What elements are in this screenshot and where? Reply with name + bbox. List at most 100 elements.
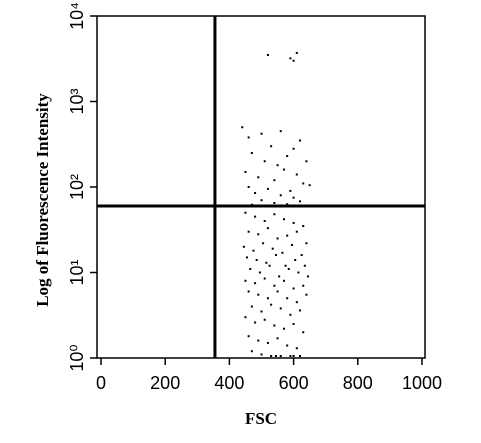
data-point [282,218,285,221]
x-tick-label: 200 [150,373,180,393]
data-point [266,341,269,344]
data-point [292,355,295,357]
data-point [247,186,250,188]
x-tick-label: 800 [343,373,373,393]
data-point [260,353,263,356]
x-tick-label: 1000 [402,373,442,393]
data-point [282,327,285,330]
data-point [292,196,295,199]
x-axis-label: FSC [245,409,277,428]
y-tick-label: 10⁴ [67,2,87,30]
data-point [241,126,244,129]
data-point [300,254,303,257]
x-tick-label: 0 [96,373,106,393]
data-point [305,242,308,245]
data-point [273,179,276,182]
data-point [299,139,302,142]
data-point [260,310,263,313]
y-axis-label: Log of Fluorescence Intensity [33,93,52,307]
data-point [270,145,273,148]
data-point [299,355,302,357]
plot-frame [96,15,426,359]
data-point [247,335,250,338]
data-point [257,293,260,296]
data-point [289,313,292,316]
data-point [244,279,247,282]
data-point [305,160,308,163]
data-point [260,199,263,202]
data-point [255,259,258,262]
data-point [294,259,297,262]
data-point [258,271,261,274]
data-point [271,247,274,250]
data-point [244,211,247,214]
data-point [263,318,266,321]
data-point [266,187,269,190]
data-point [286,234,289,237]
data-point [273,201,276,204]
data-point [260,132,263,135]
data-point [286,297,289,300]
data-point [284,264,287,267]
data-point [281,251,284,254]
data-point [278,275,281,278]
data-point [303,264,306,267]
data-point [292,221,295,224]
data-point [247,136,250,139]
data-point [302,331,305,334]
data-point [246,256,249,259]
data-point [257,233,260,236]
data-point [289,57,292,60]
data-point [270,355,273,357]
data-point [295,51,298,54]
data-point [257,339,260,342]
data-point [287,267,290,270]
x-tick-label: 400 [214,373,244,393]
data-point [292,59,295,62]
data-point [249,267,252,270]
data-point [263,277,266,280]
data-point [302,284,305,287]
data-point [254,215,257,218]
data-point [295,347,298,350]
data-point [254,192,257,195]
data-point [270,303,273,306]
data-point [250,203,253,206]
data-point [244,316,247,319]
data-point [279,130,282,133]
data-point [279,194,282,197]
data-point [274,355,277,357]
data-point [295,230,298,233]
data-point [265,261,268,264]
data-point [250,151,253,154]
data-point [274,254,277,257]
data-point [263,160,266,163]
data-point [282,279,285,282]
data-point [286,155,289,158]
data-point [252,249,255,252]
x-tick-label: 600 [279,373,309,393]
data-point [292,322,295,325]
data-point [286,203,289,206]
data-point [250,305,253,308]
data-point [263,220,266,223]
data-point [247,290,250,293]
data-point [289,355,292,357]
data-point [244,170,247,173]
data-point [276,337,279,340]
data-point [305,293,308,296]
data-point [266,53,269,56]
data-point [268,264,271,267]
y-tick-label: 10¹ [67,259,87,285]
data-point [302,224,305,227]
y-tick-label: 10³ [67,88,87,114]
data-point [299,200,302,203]
data-point [242,245,245,248]
data-point [266,227,269,230]
data-point [302,182,305,185]
data-point [273,213,276,216]
data-point [247,230,250,233]
data-point [279,355,282,357]
data-point [257,176,260,179]
